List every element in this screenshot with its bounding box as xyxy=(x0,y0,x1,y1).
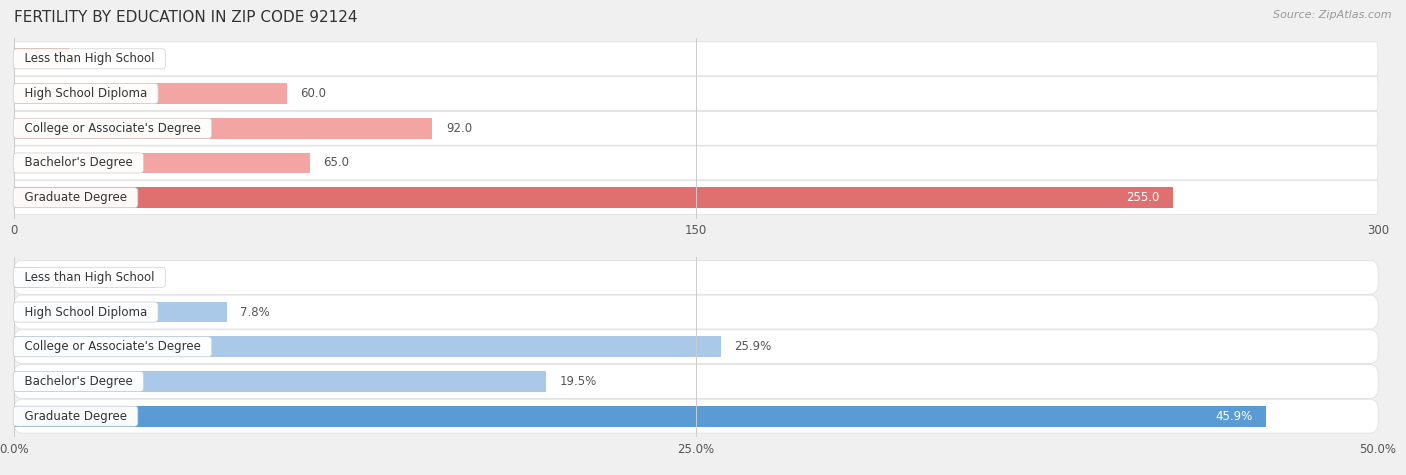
Bar xyxy=(14,118,432,139)
Text: Less than High School: Less than High School xyxy=(17,271,162,284)
Text: 19.5%: 19.5% xyxy=(560,375,596,388)
Text: Less than High School: Less than High School xyxy=(17,52,162,66)
Text: FERTILITY BY EDUCATION IN ZIP CODE 92124: FERTILITY BY EDUCATION IN ZIP CODE 92124 xyxy=(14,10,357,25)
Bar xyxy=(14,267,39,288)
FancyBboxPatch shape xyxy=(14,260,1378,294)
Bar xyxy=(14,302,226,323)
Bar xyxy=(14,48,69,69)
Text: College or Associate's Degree: College or Associate's Degree xyxy=(17,340,208,353)
Text: 0.93%: 0.93% xyxy=(53,271,90,284)
Bar xyxy=(14,406,1265,427)
FancyBboxPatch shape xyxy=(14,146,1378,180)
Text: Source: ZipAtlas.com: Source: ZipAtlas.com xyxy=(1274,10,1392,19)
FancyBboxPatch shape xyxy=(14,330,1378,364)
Bar xyxy=(14,187,1173,208)
Text: 25.9%: 25.9% xyxy=(734,340,772,353)
Text: College or Associate's Degree: College or Associate's Degree xyxy=(17,122,208,135)
FancyBboxPatch shape xyxy=(14,111,1378,145)
FancyBboxPatch shape xyxy=(14,399,1378,433)
Bar xyxy=(14,152,309,173)
Text: Graduate Degree: Graduate Degree xyxy=(17,409,135,423)
Text: 45.9%: 45.9% xyxy=(1215,409,1253,423)
Text: High School Diploma: High School Diploma xyxy=(17,305,155,319)
FancyBboxPatch shape xyxy=(14,76,1378,111)
Text: 255.0: 255.0 xyxy=(1126,191,1160,204)
Text: Bachelor's Degree: Bachelor's Degree xyxy=(17,375,141,388)
Text: 12.0: 12.0 xyxy=(82,52,108,66)
Text: 92.0: 92.0 xyxy=(446,122,472,135)
Text: 65.0: 65.0 xyxy=(323,156,349,170)
Bar xyxy=(14,336,720,357)
Text: 7.8%: 7.8% xyxy=(240,305,270,319)
Text: Graduate Degree: Graduate Degree xyxy=(17,191,135,204)
Text: High School Diploma: High School Diploma xyxy=(17,87,155,100)
FancyBboxPatch shape xyxy=(14,42,1378,76)
FancyBboxPatch shape xyxy=(14,295,1378,329)
Bar xyxy=(14,83,287,104)
FancyBboxPatch shape xyxy=(14,364,1378,399)
Text: 60.0: 60.0 xyxy=(301,87,326,100)
Text: Bachelor's Degree: Bachelor's Degree xyxy=(17,156,141,170)
Bar xyxy=(14,371,546,392)
FancyBboxPatch shape xyxy=(14,180,1378,215)
